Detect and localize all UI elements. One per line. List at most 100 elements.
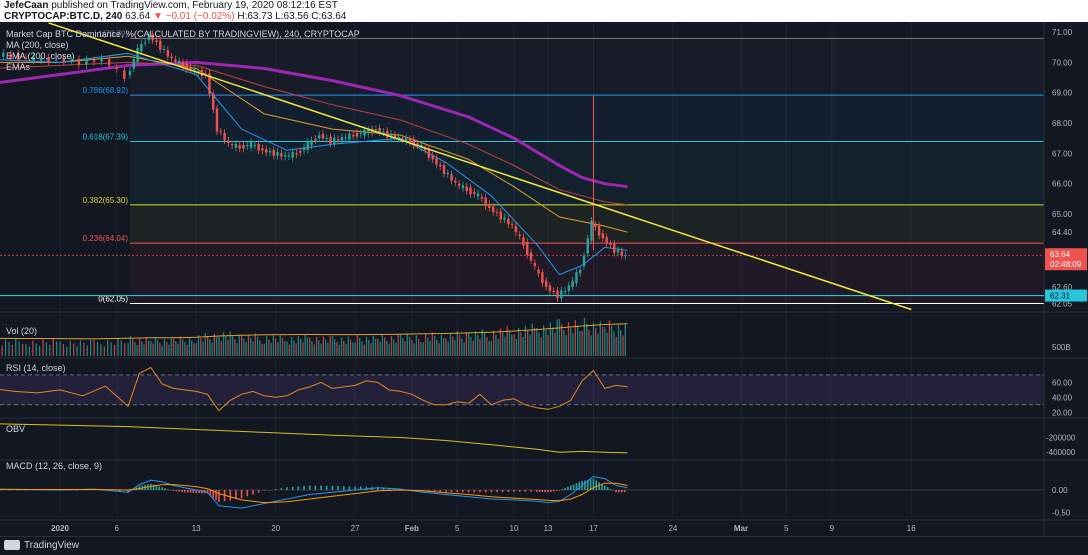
candle-body[interactable] (386, 130, 389, 138)
volume-bar[interactable] (304, 334, 306, 356)
candle-body[interactable] (389, 133, 393, 138)
volume-bar[interactable] (141, 341, 143, 356)
candle-body[interactable] (548, 285, 552, 292)
volume-bar[interactable] (511, 334, 513, 356)
candle-body[interactable] (272, 149, 275, 156)
volume-bar[interactable] (517, 327, 520, 356)
candle-body[interactable] (404, 137, 408, 142)
volume-bar[interactable] (449, 333, 452, 356)
candle-body[interactable] (412, 138, 415, 146)
volume-bar[interactable] (293, 340, 295, 356)
volume-bar[interactable] (315, 337, 318, 356)
volume-bar[interactable] (288, 344, 290, 356)
volume-bar[interactable] (499, 328, 502, 356)
volume-bar[interactable] (202, 341, 204, 356)
ma-200-line[interactable] (0, 60, 628, 189)
volume-bar[interactable] (15, 338, 17, 356)
candle-body[interactable] (491, 206, 495, 213)
candle-body[interactable] (355, 132, 359, 137)
volume-bar[interactable] (179, 336, 182, 356)
volume-bar[interactable] (424, 334, 427, 356)
volume-bar[interactable] (188, 337, 191, 356)
macd-histogram-bar[interactable] (158, 486, 161, 490)
macd-histogram-bar[interactable] (558, 490, 561, 491)
volume-bar[interactable] (495, 334, 497, 356)
price-panel[interactable] (0, 22, 1044, 311)
macd-histogram-bar[interactable] (195, 490, 197, 494)
volume-bar[interactable] (597, 333, 599, 356)
volume-bar[interactable] (284, 341, 286, 356)
volume-bar[interactable] (79, 340, 82, 356)
macd-histogram-bar[interactable] (618, 490, 620, 493)
macd-histogram-bar[interactable] (252, 490, 254, 495)
volume-bar[interactable] (411, 340, 413, 356)
candle-body[interactable] (181, 62, 185, 67)
volume-bar[interactable] (431, 332, 433, 356)
volume-bar[interactable] (38, 345, 41, 356)
candle-body[interactable] (143, 42, 147, 44)
volume-bar[interactable] (290, 337, 293, 356)
volume-bar[interactable] (622, 335, 624, 356)
candle-body[interactable] (261, 148, 264, 151)
volume-bar[interactable] (408, 336, 411, 356)
volume-bar[interactable] (420, 342, 422, 356)
macd-histogram-bar[interactable] (235, 490, 237, 500)
volume-bar[interactable] (313, 344, 315, 356)
volume-bar[interactable] (129, 336, 132, 356)
volume-bar[interactable] (138, 338, 141, 356)
volume-bar[interactable] (191, 340, 193, 356)
macd-histogram-bar[interactable] (518, 490, 521, 492)
volume-bar[interactable] (522, 336, 524, 356)
candle-body[interactable] (461, 185, 465, 189)
macd-histogram-bar[interactable] (189, 490, 192, 493)
volume-bar[interactable] (572, 333, 574, 356)
candle-body[interactable] (537, 269, 540, 274)
legend-emas[interactable]: EMAs (6, 62, 31, 72)
candle-body[interactable] (624, 255, 627, 257)
volume-bar[interactable] (311, 341, 313, 356)
macd-histogram-bar[interactable] (16, 490, 19, 491)
macd-histogram-bar[interactable] (152, 484, 155, 490)
volume-bar[interactable] (340, 337, 343, 356)
macd-histogram-bar[interactable] (118, 490, 121, 492)
volume-bar[interactable] (402, 338, 404, 356)
legend-macd[interactable]: MACD (12, 26, close, 9) (6, 461, 102, 471)
candle-body[interactable] (136, 47, 139, 62)
legend-rsi[interactable]: RSI (14, close) (6, 363, 66, 373)
volume-bar[interactable] (229, 331, 231, 356)
volume-bar[interactable] (452, 336, 454, 356)
macd-histogram-bar[interactable] (257, 490, 260, 493)
candle-body[interactable] (39, 58, 43, 61)
macd-histogram-bar[interactable] (359, 486, 362, 491)
volume-bar[interactable] (195, 343, 197, 356)
volume-bar[interactable] (359, 338, 361, 356)
candle-body[interactable] (518, 234, 521, 236)
volume-bar[interactable] (270, 342, 272, 356)
macd-histogram-bar[interactable] (377, 486, 379, 490)
macd-histogram-bar[interactable] (467, 490, 470, 493)
volume-bar[interactable] (347, 336, 349, 356)
macd-histogram-bar[interactable] (595, 480, 598, 490)
volume-bar[interactable] (193, 343, 195, 356)
macd-histogram-bar[interactable] (314, 485, 317, 490)
candle-body[interactable] (140, 43, 143, 52)
candle-body[interactable] (616, 249, 620, 253)
candle-body[interactable] (495, 212, 499, 214)
candle-body[interactable] (594, 224, 597, 227)
candle-body[interactable] (582, 255, 586, 267)
volume-bar[interactable] (186, 344, 188, 356)
volume-bar[interactable] (252, 341, 254, 356)
volume-bar[interactable] (18, 341, 20, 356)
volume-bar[interactable] (250, 337, 252, 356)
candle-body[interactable] (92, 60, 96, 62)
volume-bar[interactable] (238, 335, 241, 356)
macd-histogram-bar[interactable] (263, 490, 266, 491)
volume-bar[interactable] (581, 331, 583, 356)
volume-bar[interactable] (524, 325, 527, 356)
candle-body[interactable] (510, 224, 514, 226)
volume-bar[interactable] (218, 336, 220, 356)
volume-bar[interactable] (329, 335, 331, 356)
macd-histogram-bar[interactable] (564, 487, 566, 490)
macd-histogram-bar[interactable] (513, 490, 515, 492)
volume-bar[interactable] (322, 336, 325, 356)
